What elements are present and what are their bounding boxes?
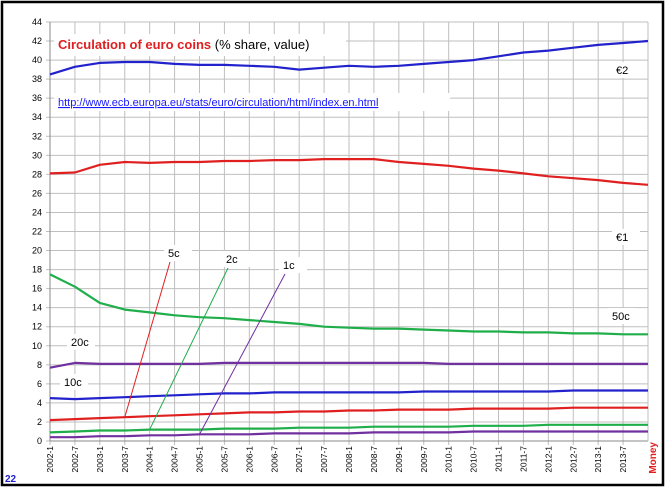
x-tick-label: 2011-7 <box>518 446 528 472</box>
label-box <box>612 62 640 78</box>
x-tick-label: 2013-7 <box>618 446 628 473</box>
y-tick-label: 42 <box>32 36 42 46</box>
x-tick-label: 2012-1 <box>543 446 553 473</box>
leader-line <box>124 261 171 418</box>
x-tick-label: 2003-1 <box>95 446 105 473</box>
y-tick-label: 20 <box>32 246 42 256</box>
title: Circulation of euro coins <box>58 37 211 52</box>
subtitle: (% share, value) <box>215 37 310 52</box>
x-tick-label: 2013-1 <box>593 446 603 473</box>
x-tick-label: 2005-1 <box>195 446 205 473</box>
plot <box>49 39 649 439</box>
label-box <box>612 229 640 245</box>
x-tick-label: 2012-7 <box>568 446 578 473</box>
x-tick-label: 2007-7 <box>319 446 329 473</box>
x-tick-label: 2008-7 <box>369 446 379 473</box>
y-tick-label: 40 <box>32 55 42 65</box>
y-tick-label: 28 <box>32 169 42 179</box>
y-tick-label: 6 <box>37 379 42 389</box>
x-tick-label: 2006-1 <box>244 446 254 473</box>
y-tick-label: 30 <box>32 150 42 160</box>
series-line <box>49 273 648 336</box>
series-label: 2c <box>226 254 238 266</box>
x-tick-label: 2002-7 <box>70 446 80 473</box>
y-tick-label: 38 <box>32 74 42 84</box>
labels: €2 €1 50c 20c 10c 5c 2c 1c <box>60 62 640 435</box>
series-label: €1 <box>616 232 628 244</box>
label-box <box>222 251 250 267</box>
series-label: 5c <box>168 248 180 260</box>
y-tick-label: 0 <box>37 436 42 446</box>
series-line <box>49 158 649 186</box>
y-tick-label: 44 <box>32 17 42 27</box>
x-tick-label: 2011-1 <box>494 446 504 472</box>
y-tick-label: 24 <box>32 207 42 217</box>
y-tick-label: 8 <box>37 360 42 370</box>
y-tick-label: 34 <box>32 112 42 122</box>
x-tick-label: 2008-1 <box>344 446 354 473</box>
x-tick-label: 2004-7 <box>170 446 180 473</box>
series-label: 1c <box>283 260 295 272</box>
y-tick-label: 32 <box>32 131 42 141</box>
title-box <box>54 34 346 56</box>
series-line <box>49 361 648 369</box>
x-tick-label: 2002-1 <box>45 446 55 473</box>
series-line <box>49 406 648 422</box>
series-line <box>49 389 648 401</box>
leader-line <box>199 273 286 435</box>
label-box <box>67 334 95 350</box>
series-label: 50c <box>612 311 630 323</box>
y-tick-label: 4 <box>37 398 42 408</box>
url-box <box>54 93 450 111</box>
y-tick-label: 36 <box>32 93 42 103</box>
label-box <box>279 257 307 273</box>
leader-line <box>149 267 229 430</box>
label-box <box>164 245 192 261</box>
y-tick-label: 18 <box>32 265 42 275</box>
x-tick-label: 2005-7 <box>219 446 229 473</box>
source-url: http://www.ecb.europa.eu/stats/euro/circ… <box>58 97 378 109</box>
side-label: Money <box>648 442 659 474</box>
y-tick-label: 2 <box>37 417 42 427</box>
series-label: 10c <box>64 377 82 389</box>
y-tick-label: 12 <box>32 322 42 332</box>
series-line <box>49 39 649 76</box>
x-tick-label: 2009-1 <box>394 446 404 473</box>
series-label: 20c <box>71 337 89 349</box>
y-tick-label: 26 <box>32 188 42 198</box>
y-tick-label: 16 <box>32 284 42 294</box>
x-tick-label: 2007-1 <box>294 446 304 473</box>
chart-title: Circulation of euro coins (% share, valu… <box>58 37 309 52</box>
series-line <box>49 423 648 434</box>
x-tick-label: 2010-7 <box>469 446 479 473</box>
label-box <box>608 308 636 324</box>
page-number: 22 <box>5 474 17 485</box>
series-label: €2 <box>616 65 628 77</box>
series-line <box>50 430 648 439</box>
y-tick-label: 10 <box>32 341 42 351</box>
x-tick-label: 2004-1 <box>145 446 155 473</box>
y-tick-label: 22 <box>32 227 42 237</box>
x-tick-label: 2006-7 <box>269 446 279 473</box>
x-tick-label: 2009-7 <box>419 446 429 473</box>
label-box <box>60 374 88 390</box>
y-tick-label: 14 <box>32 303 42 313</box>
x-tick-label: 2003-7 <box>120 446 130 473</box>
x-tick-label: 2010-1 <box>444 446 454 473</box>
